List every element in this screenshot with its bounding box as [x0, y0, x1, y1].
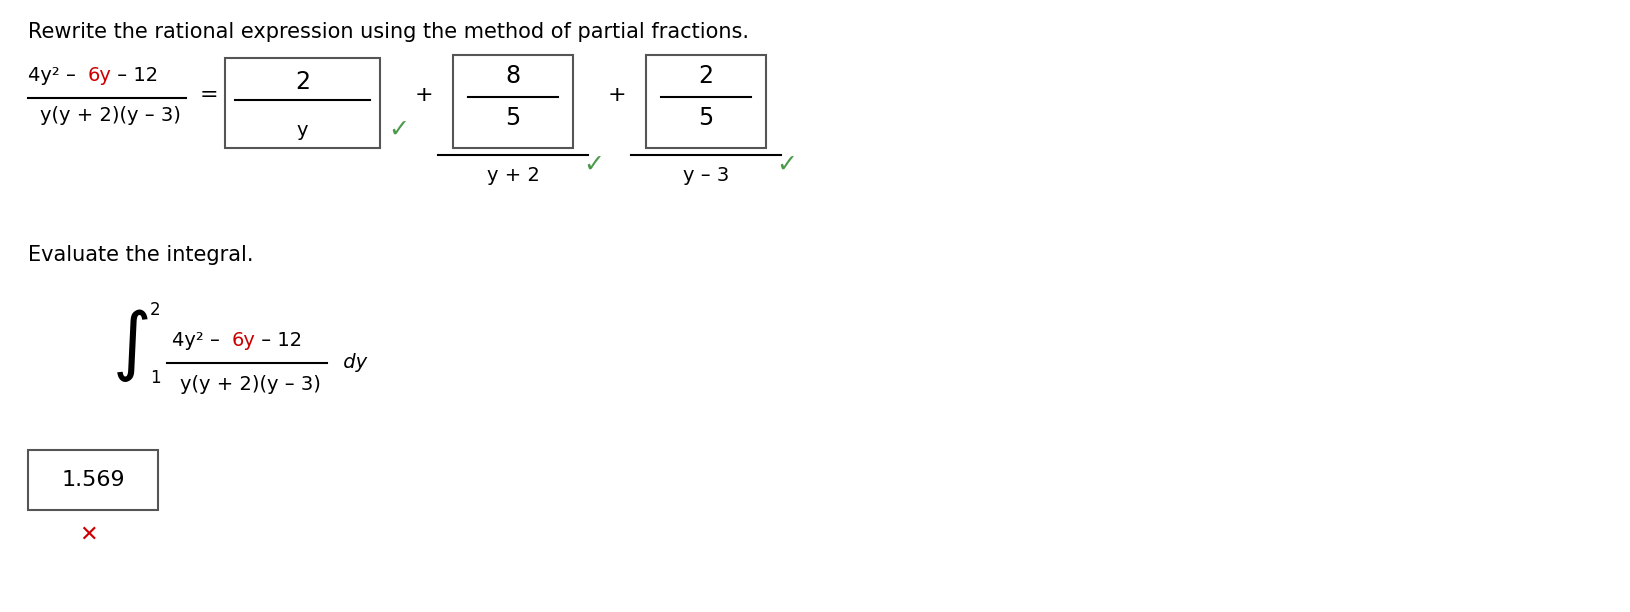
Text: y + 2: y + 2	[487, 165, 540, 184]
Text: Rewrite the rational expression using the method of partial fractions.: Rewrite the rational expression using th…	[28, 22, 750, 42]
Text: Evaluate the integral.: Evaluate the integral.	[28, 245, 254, 265]
Text: =: =	[200, 85, 218, 105]
Text: ✓: ✓	[388, 118, 409, 142]
Text: 8: 8	[505, 64, 520, 88]
Text: – 12: – 12	[254, 330, 302, 349]
Text: 6y: 6y	[231, 330, 256, 349]
Text: 5: 5	[505, 106, 520, 130]
Text: 4y² –: 4y² –	[28, 65, 82, 84]
FancyBboxPatch shape	[225, 58, 380, 148]
Text: 2: 2	[699, 64, 714, 88]
Text: – 12: – 12	[111, 65, 158, 84]
Text: y: y	[297, 121, 308, 140]
Text: 6y: 6y	[88, 65, 112, 84]
Text: y(y + 2)(y – 3): y(y + 2)(y – 3)	[179, 376, 321, 395]
FancyBboxPatch shape	[645, 55, 766, 148]
FancyBboxPatch shape	[28, 450, 158, 510]
Text: $\int$: $\int$	[112, 307, 148, 384]
Text: 2: 2	[150, 301, 161, 319]
Text: ✓: ✓	[776, 153, 797, 177]
Text: y – 3: y – 3	[683, 165, 729, 184]
Text: +: +	[608, 85, 626, 105]
Text: 2: 2	[295, 70, 310, 94]
Text: 1: 1	[150, 369, 161, 387]
Text: 1.569: 1.569	[62, 470, 126, 490]
Text: 4y² –: 4y² –	[173, 330, 227, 349]
FancyBboxPatch shape	[453, 55, 574, 148]
Text: ✓: ✓	[584, 153, 605, 177]
Text: ✕: ✕	[78, 525, 98, 545]
Text: y(y + 2)(y – 3): y(y + 2)(y – 3)	[41, 105, 181, 124]
Text: 5: 5	[698, 106, 714, 130]
Text: dy: dy	[337, 354, 367, 373]
Text: +: +	[416, 85, 434, 105]
